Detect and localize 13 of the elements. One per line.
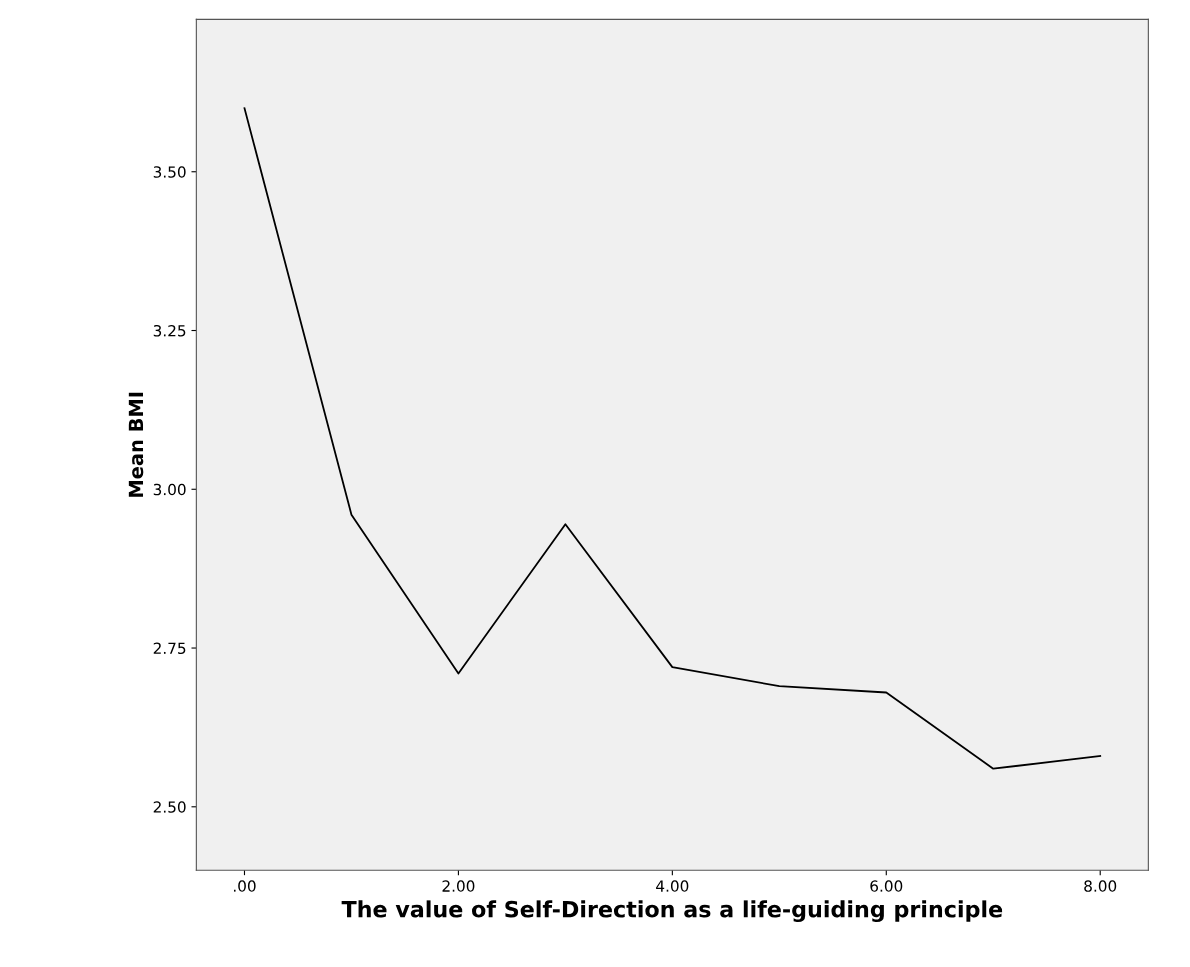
- x-tick-label: 6.00: [870, 880, 903, 892]
- x-axis-title: The value of Self-Direction as a life-guiding principle: [341, 900, 1003, 923]
- y-tick-label: 2.50: [153, 801, 186, 813]
- x-tick-label: 4.00: [656, 880, 689, 892]
- x-tick-label: .00: [233, 880, 256, 892]
- y-tick-label: 2.75: [153, 642, 186, 655]
- y-tick-label: 3.50: [153, 166, 186, 178]
- x-tick-label: 2.00: [442, 880, 475, 892]
- y-tick-label: 3.25: [153, 324, 186, 337]
- line-series: [243, 107, 1102, 770]
- y-tick-label: 3.00: [153, 483, 186, 496]
- y-axis-title: Mean BMI: [128, 392, 144, 497]
- x-tick-label: 8.00: [1084, 880, 1117, 892]
